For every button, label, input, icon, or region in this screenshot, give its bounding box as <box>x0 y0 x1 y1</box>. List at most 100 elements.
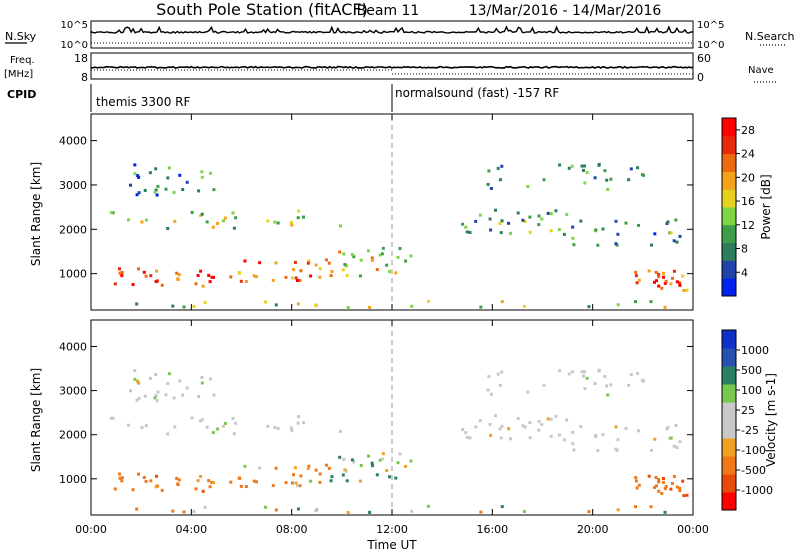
heatmap-cell <box>131 283 135 286</box>
heatmap-cell <box>554 209 558 213</box>
heatmap-cell <box>526 185 530 188</box>
heatmap-cell <box>370 461 374 465</box>
heatmap-cell <box>207 273 211 277</box>
heatmap-cell <box>647 269 651 273</box>
nsky-tick-top: 10^5 <box>61 20 88 31</box>
heatmap-cell <box>137 191 141 195</box>
heatmap-cell <box>155 269 158 273</box>
heatmap-cell <box>640 173 644 177</box>
heatmap-cell <box>635 486 639 490</box>
heatmap-cell <box>498 222 502 225</box>
heatmap-cell <box>109 416 113 420</box>
colorbar-swatch <box>722 242 736 261</box>
heatmap-cell <box>135 193 139 197</box>
heatmap-cell <box>155 193 159 197</box>
heatmap-cell <box>404 259 408 263</box>
heatmap-cell <box>522 304 526 308</box>
heatmap-cell <box>494 208 497 212</box>
heatmap-cell <box>292 473 295 477</box>
heatmap-cell <box>302 421 305 425</box>
y-tick-label: 2000 <box>59 429 87 442</box>
heatmap-cell <box>127 423 130 427</box>
colorbar-tick-label: 500 <box>741 364 762 377</box>
heatmap-cell <box>388 270 391 274</box>
nave-label: Nave <box>748 65 774 76</box>
heatmap-cell <box>465 435 469 439</box>
heatmap-cell <box>296 484 299 488</box>
heatmap-cell <box>665 427 669 431</box>
heatmap-cell <box>657 284 661 288</box>
heatmap-cell <box>682 494 686 498</box>
x-tick-label: 16:00 <box>476 523 508 536</box>
heatmap-cell <box>154 167 158 171</box>
colorbar-swatch <box>722 278 736 297</box>
heatmap-cell <box>135 507 139 511</box>
colorbar-swatch <box>722 438 736 457</box>
nave-tick-top: 60 <box>697 52 711 65</box>
heatmap-cell <box>657 272 661 276</box>
heatmap-cell <box>318 275 322 279</box>
heatmap-cell <box>479 510 483 514</box>
freq-trace-line <box>90 65 694 69</box>
heatmap-cell <box>666 425 670 429</box>
freq-unit-label: [MHz] <box>4 69 33 80</box>
colorbar-swatch <box>722 330 736 349</box>
heatmap-cell <box>542 178 546 182</box>
heatmap-cell <box>614 219 618 223</box>
heatmap-cell <box>579 219 583 223</box>
heatmap-cell <box>350 253 354 257</box>
heatmap-cell <box>200 175 204 179</box>
colorbar-swatch <box>722 402 736 421</box>
heatmap-cell <box>371 464 374 468</box>
heatmap-cell <box>583 181 587 185</box>
y-tick-label: 4000 <box>59 340 87 353</box>
colorbar-swatch <box>722 348 736 367</box>
heatmap-cell <box>474 219 478 223</box>
heatmap-cell <box>175 476 179 480</box>
velocity-colorbar-label: Velocity [m s-1] <box>764 373 778 467</box>
heatmap-cell <box>205 425 209 429</box>
heatmap-cell <box>345 479 349 483</box>
heatmap-cell <box>164 393 168 397</box>
cpid-segment-2: normalsound (fast) -157 RF <box>395 86 559 100</box>
heatmap-cell <box>109 211 113 215</box>
heatmap-cell <box>223 216 227 220</box>
heatmap-cell <box>409 254 413 258</box>
heatmap-cell <box>113 487 117 491</box>
heatmap-cell <box>398 247 402 250</box>
heatmap-cell <box>238 476 242 480</box>
heatmap-cell <box>192 305 196 308</box>
heatmap-cell <box>289 220 293 224</box>
heatmap-cell <box>359 464 363 467</box>
heatmap-cell <box>549 212 553 216</box>
heatmap-cell <box>252 479 256 483</box>
heatmap-cell <box>274 261 278 265</box>
heatmap-cell <box>200 376 204 379</box>
colorbar-swatch <box>722 456 736 475</box>
heatmap-cell <box>181 393 185 397</box>
heatmap-cell <box>489 228 493 232</box>
heatmap-cell <box>166 227 170 230</box>
heatmap-cell <box>678 440 682 444</box>
heatmap-cell <box>523 220 527 223</box>
heatmap-cell <box>580 164 584 168</box>
heatmap-cell <box>521 424 525 428</box>
heatmap-cell <box>464 225 468 229</box>
heatmap-cell <box>663 281 667 285</box>
heatmap-cell <box>196 479 200 483</box>
heatmap-cell <box>120 271 124 274</box>
heatmap-cell <box>468 231 472 234</box>
heatmap-cell <box>385 263 389 267</box>
heatmap-cell <box>605 178 609 182</box>
heatmap-cell <box>156 184 160 188</box>
colorbar-swatch <box>722 207 736 226</box>
heatmap-cell <box>582 374 585 378</box>
time-x-ticks: 00:00 04:00 08:00 12:00 16:00 20:00 00:00 <box>75 114 709 536</box>
heatmap-cell <box>681 274 685 278</box>
heatmap-cell <box>669 231 673 235</box>
heatmap-cell <box>368 305 372 309</box>
heatmap-cell <box>210 275 214 279</box>
heatmap-cell <box>243 259 247 263</box>
heatmap-cell <box>234 421 238 425</box>
x-tick-label: 20:00 <box>577 523 609 536</box>
